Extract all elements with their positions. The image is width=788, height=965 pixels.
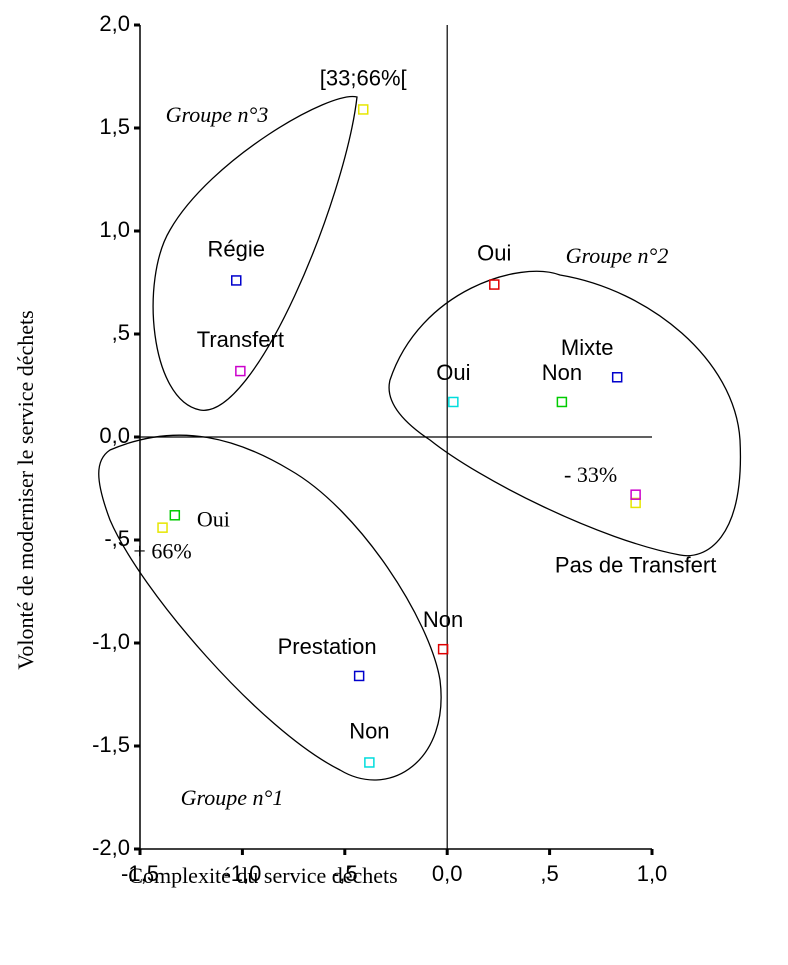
point — [437, 643, 449, 655]
y-tick-label: 1,5 — [99, 114, 130, 139]
group-outline — [152, 95, 358, 411]
y-tick-label: -2,0 — [92, 835, 130, 860]
annotation: Groupe n°1 — [181, 785, 284, 810]
x-tick-label: ,5 — [540, 861, 558, 886]
point — [364, 757, 375, 768]
point-label: Oui — [477, 240, 511, 265]
x-tick-label: -,5 — [332, 861, 358, 886]
point-label: Transfert — [197, 327, 284, 352]
y-tick-label: 1,0 — [99, 217, 130, 242]
point-label: Non — [542, 360, 582, 385]
point — [235, 365, 246, 377]
point-label: Oui — [197, 506, 230, 531]
x-tick-label: 0,0 — [432, 861, 463, 886]
x-axis-label: Complexité du service déchets — [128, 863, 397, 888]
y-tick-label: 0,0 — [99, 423, 130, 448]
point-label: - 33% — [564, 462, 617, 487]
y-tick-label: ,5 — [112, 320, 130, 345]
y-tick-label: -1,0 — [92, 629, 130, 654]
annotation: Groupe n°2 — [566, 243, 669, 268]
point-label: [33;66%[ — [320, 65, 407, 90]
point-label: Oui — [436, 360, 470, 385]
point — [630, 497, 641, 509]
y-tick-label: -1,5 — [92, 732, 130, 757]
x-tick-label: -1,5 — [121, 861, 159, 886]
point-label: Régie — [208, 236, 265, 261]
point-label: Pas de Transfert — [555, 552, 716, 577]
point-label: Mixte — [561, 335, 614, 360]
annotation: Groupe n°3 — [166, 102, 269, 127]
point-label: + 66% — [133, 539, 191, 564]
point — [169, 510, 181, 521]
point — [611, 372, 623, 383]
y-axis-label: Volonté de moderniser le service déchets — [13, 310, 38, 669]
group-outline — [98, 434, 442, 781]
group-outline — [388, 270, 742, 557]
point — [556, 396, 568, 408]
point — [357, 104, 369, 115]
x-tick-label: 1,0 — [637, 861, 668, 886]
point-label: Prestation — [278, 634, 377, 659]
x-tick-label: -1,0 — [223, 861, 261, 886]
point — [489, 279, 500, 290]
y-tick-label: 2,0 — [99, 11, 130, 36]
point — [630, 489, 641, 500]
point — [353, 670, 365, 682]
point — [231, 275, 242, 286]
point — [157, 522, 168, 533]
point-label: Non — [349, 718, 389, 743]
point-label: Non — [423, 607, 463, 632]
point — [448, 396, 459, 408]
y-tick-label: -,5 — [104, 526, 130, 551]
